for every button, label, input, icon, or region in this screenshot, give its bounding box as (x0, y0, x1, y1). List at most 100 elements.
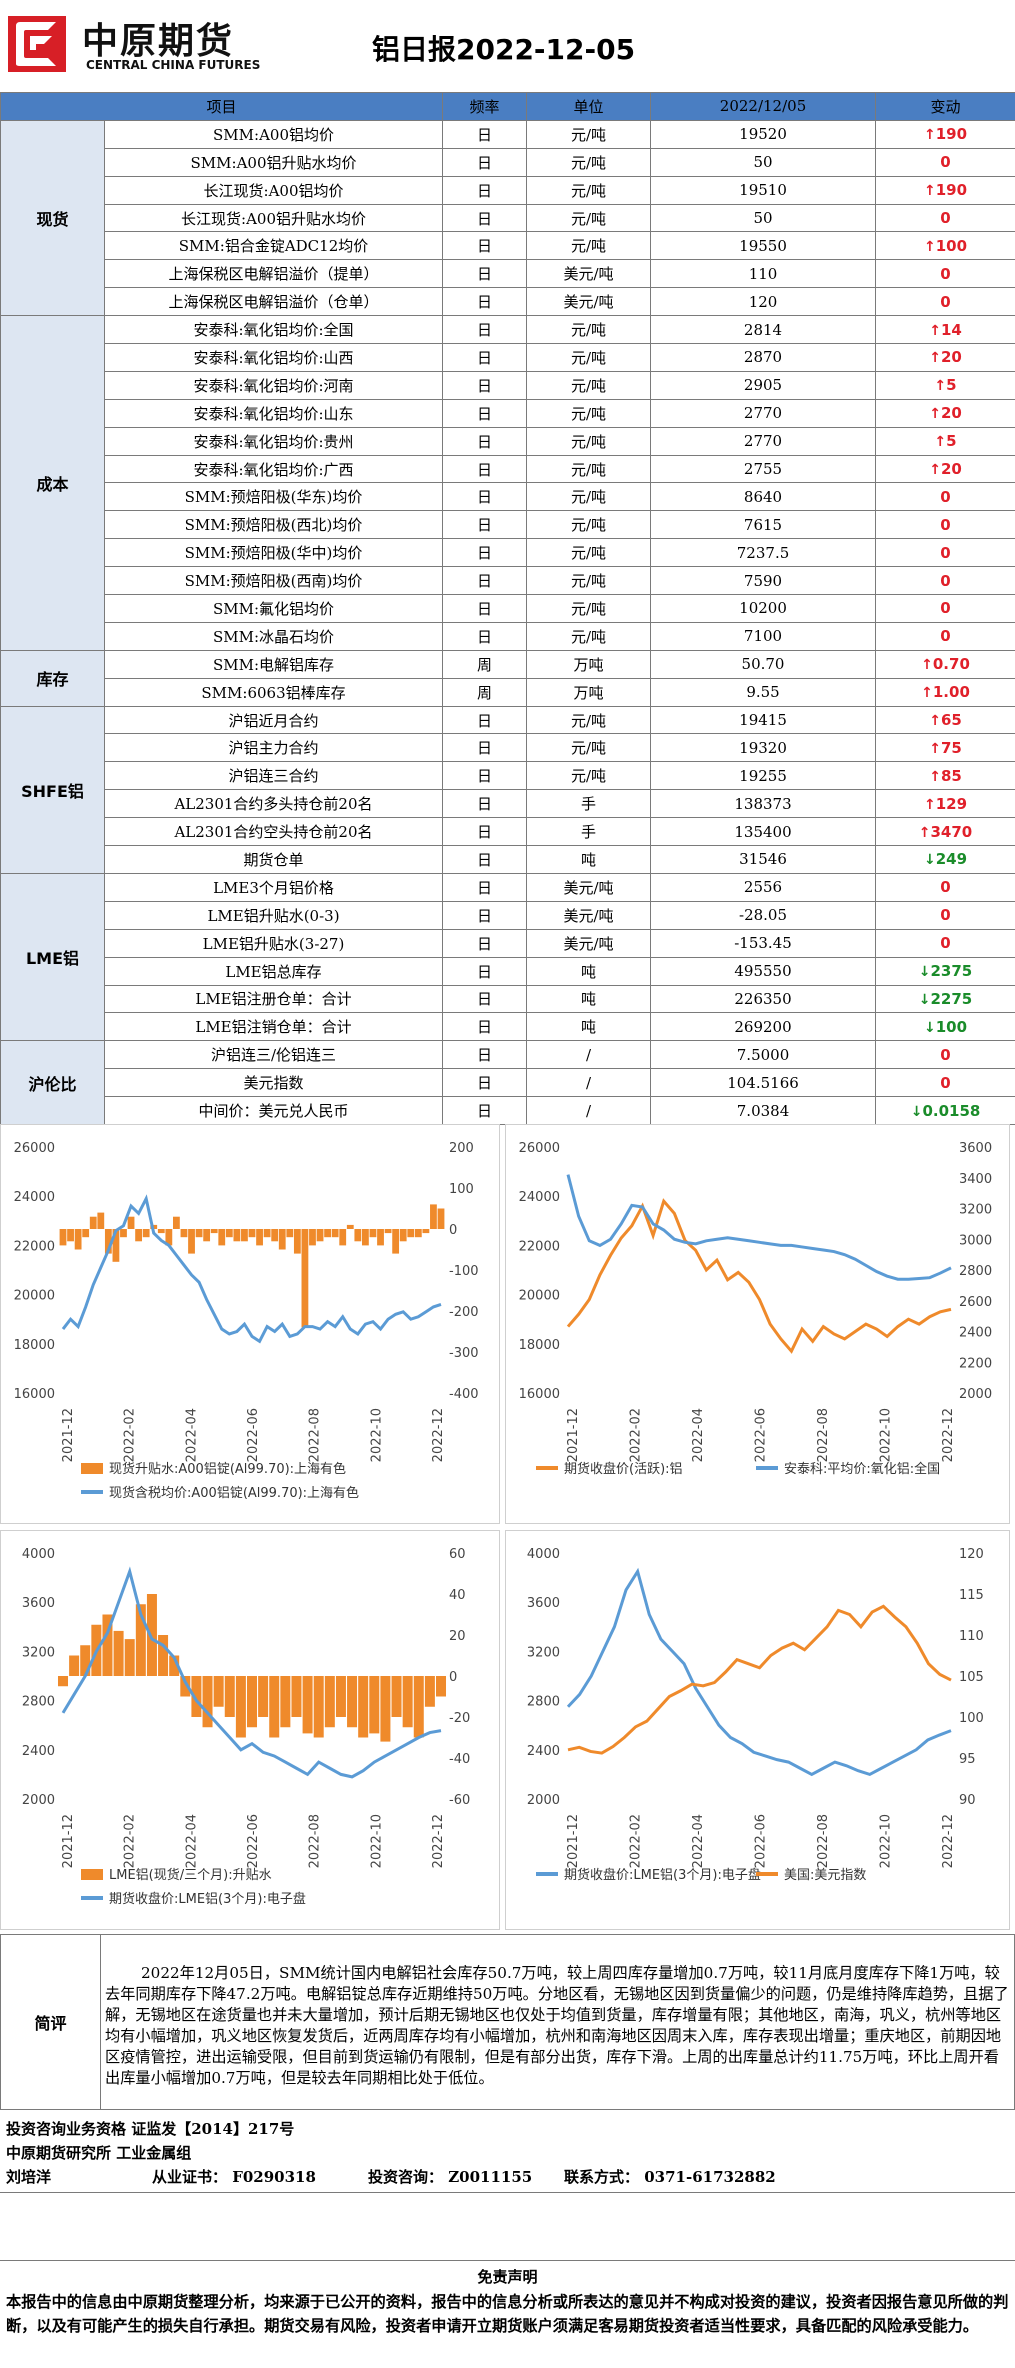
change-value: 129 (935, 794, 968, 813)
freq-cell: 日 (442, 733, 528, 763)
bar-mark (384, 1229, 392, 1234)
item-cell: SMM:6063铝棒库存 (103, 677, 444, 707)
x-tick-label: 2022-06 (246, 1408, 261, 1462)
change-cell: 0 (875, 928, 1015, 958)
unit-cell: 万吨 (526, 677, 652, 707)
bar-mark (172, 1216, 180, 1229)
y-left-tick-label: 3200 (22, 1645, 55, 1660)
bar-mark (422, 1229, 430, 1234)
arrow-down-icon: ↓ (918, 991, 931, 1008)
change-value: 0 (940, 906, 951, 925)
item-cell: 安泰科:氧化铝均价:山西 (103, 343, 444, 372)
bar-mark (246, 1676, 258, 1728)
x-tick-label: 2022-04 (184, 1408, 199, 1462)
item-cell: 安泰科:氧化铝均价:山东 (103, 398, 444, 428)
table-row: 库存 SMM:电解铝库存周万吨 50.70 ↑0.70 (0, 649, 1015, 707)
change-cell: 0 (875, 594, 1015, 623)
freq-cell: 日 (442, 705, 528, 735)
table-row: SMM:预焙阳极(西北)均价日元/吨 7615 0 (1, 510, 1015, 540)
unit-cell: / (526, 1068, 652, 1098)
chart-lme-dollar: 4000 3600 3200 2800 2400 2000 120 115 110 105 100 9… (505, 1530, 1010, 1930)
bar-mark (127, 1216, 135, 1229)
arrow-down-icon: ↓ (923, 1019, 936, 1036)
item-cell: 长江现货:A00铝升贴水均价 (103, 203, 444, 233)
table-row: AL2301合约多头持仓前20名日手 138373 ↑129 (1, 789, 1015, 819)
change-cell: ↓2375 (875, 956, 1015, 986)
x-tick-label: 2022-10 (369, 1408, 384, 1462)
arrow-up-icon: ↑ (921, 685, 933, 702)
category-cell: 沪伦比 (0, 1040, 105, 1125)
table-row: 上海保税区电解铝溢价（仓单）日美元/吨 120 0 (1, 287, 1015, 317)
table-row: SMM:铝合金锭ADC12均价日元/吨 19550 ↑100 (1, 231, 1015, 261)
arrow-down-icon: ↓ (923, 852, 936, 869)
table-row: 长江现货:A00铝均价日元/吨 19510 ↑190 (1, 175, 1015, 205)
y-right-tick-label: 110 (959, 1629, 984, 1644)
item-cell: LME铝升贴水(3-27) (103, 928, 444, 958)
table-row: 沪伦比 沪铝连三/伦铝连三日/7.5000 0 (0, 1040, 1015, 1125)
change-cell: ↑5 (875, 370, 1015, 400)
bar-mark (413, 1676, 424, 1738)
y-left-tick-label: 20000 (14, 1289, 55, 1304)
series-line (61, 1566, 442, 1779)
change-value: 0 (940, 209, 951, 227)
change-value: 0 (940, 292, 951, 311)
change-value: 20 (940, 404, 962, 423)
value-cell: 7237.5 (650, 538, 877, 568)
change-cell: ↑190 (875, 119, 1015, 149)
bar-mark (263, 1229, 271, 1238)
value-cell: 110 (650, 259, 877, 289)
value-cell: 2870 (650, 343, 877, 372)
bar-mark (120, 1229, 127, 1238)
divider (0, 2192, 1015, 2193)
value-cell: 2755 (650, 454, 877, 484)
change-cell: ↑85 (875, 761, 1015, 791)
bar-mark (313, 1676, 324, 1738)
table-row: LME铝 LME3个月铝价格日美元/吨 2556 0 (0, 872, 1015, 1042)
x-tick-label: 2021-12 (61, 1408, 76, 1462)
bar-mark (271, 1229, 279, 1242)
y-left-tick-label: 2400 (22, 1744, 55, 1759)
y-left-tick-label: 2800 (527, 1695, 560, 1710)
bar-mark (157, 1229, 165, 1234)
unit-cell: 吨 (526, 845, 652, 874)
bar-mark (331, 1229, 339, 1238)
value-cell: 138373 (650, 789, 877, 819)
bar-mark (202, 1676, 213, 1728)
table-row: 安泰科:氧化铝均价:山西日元/吨 2870 ↑20 (1, 343, 1015, 372)
bar-mark (218, 1229, 226, 1246)
unit-cell: 吨 (526, 956, 652, 986)
consulting-no: 投资咨询： Z0011155 (368, 2168, 533, 2186)
x-tick-label: 2022-04 (691, 1814, 706, 1868)
table-row: LME铝升贴水(3-27) 日美元/吨 -153.45 0 (1, 928, 1015, 958)
freq-cell: 日 (442, 538, 528, 568)
change-value: 0.0158 (922, 1101, 981, 1120)
bar-mark (302, 1676, 313, 1734)
value-cell: 2770 (650, 398, 877, 428)
x-tick-label: 2022-04 (184, 1814, 199, 1868)
value-cell: -153.45 (650, 928, 877, 958)
col-header-change: 变动 (875, 92, 1015, 121)
table-row: SMM:氟化铝均价日元/吨 10200 0 (1, 594, 1015, 623)
y-left-tick-label: 24000 (14, 1190, 55, 1205)
change-cell: ↑65 (875, 705, 1015, 735)
y-left-tick-label: 4000 (22, 1547, 55, 1562)
item-cell: 沪铝近月合约 (103, 705, 444, 735)
change-cell: 0 (875, 900, 1015, 930)
change-cell: ↓100 (875, 1012, 1015, 1042)
bar-mark (158, 1635, 169, 1676)
item-cell: 安泰科:氧化铝均价:贵州 (103, 426, 444, 456)
x-tick-label: 2022-12 (431, 1408, 446, 1462)
freq-cell: 日 (442, 398, 528, 428)
report-header: 中原期货 CENTRAL CHINA FUTURES 铝日报2022-12-05 (0, 0, 1015, 92)
change-value: 5 (946, 376, 957, 395)
y-right-tick-label: 3400 (959, 1172, 992, 1187)
bar-mark (435, 1676, 447, 1697)
bar-mark (69, 1655, 80, 1676)
value-cell: 19550 (650, 231, 877, 261)
bar-mark (248, 1229, 256, 1238)
x-tick-label: 2022-10 (879, 1814, 894, 1868)
bar-mark (269, 1676, 280, 1738)
change-cell: 0 (875, 566, 1015, 596)
freq-cell: 日 (442, 454, 528, 484)
legend-label: 现货升贴水:A00铝锭(Al99.70):上海有色 (109, 1461, 346, 1477)
